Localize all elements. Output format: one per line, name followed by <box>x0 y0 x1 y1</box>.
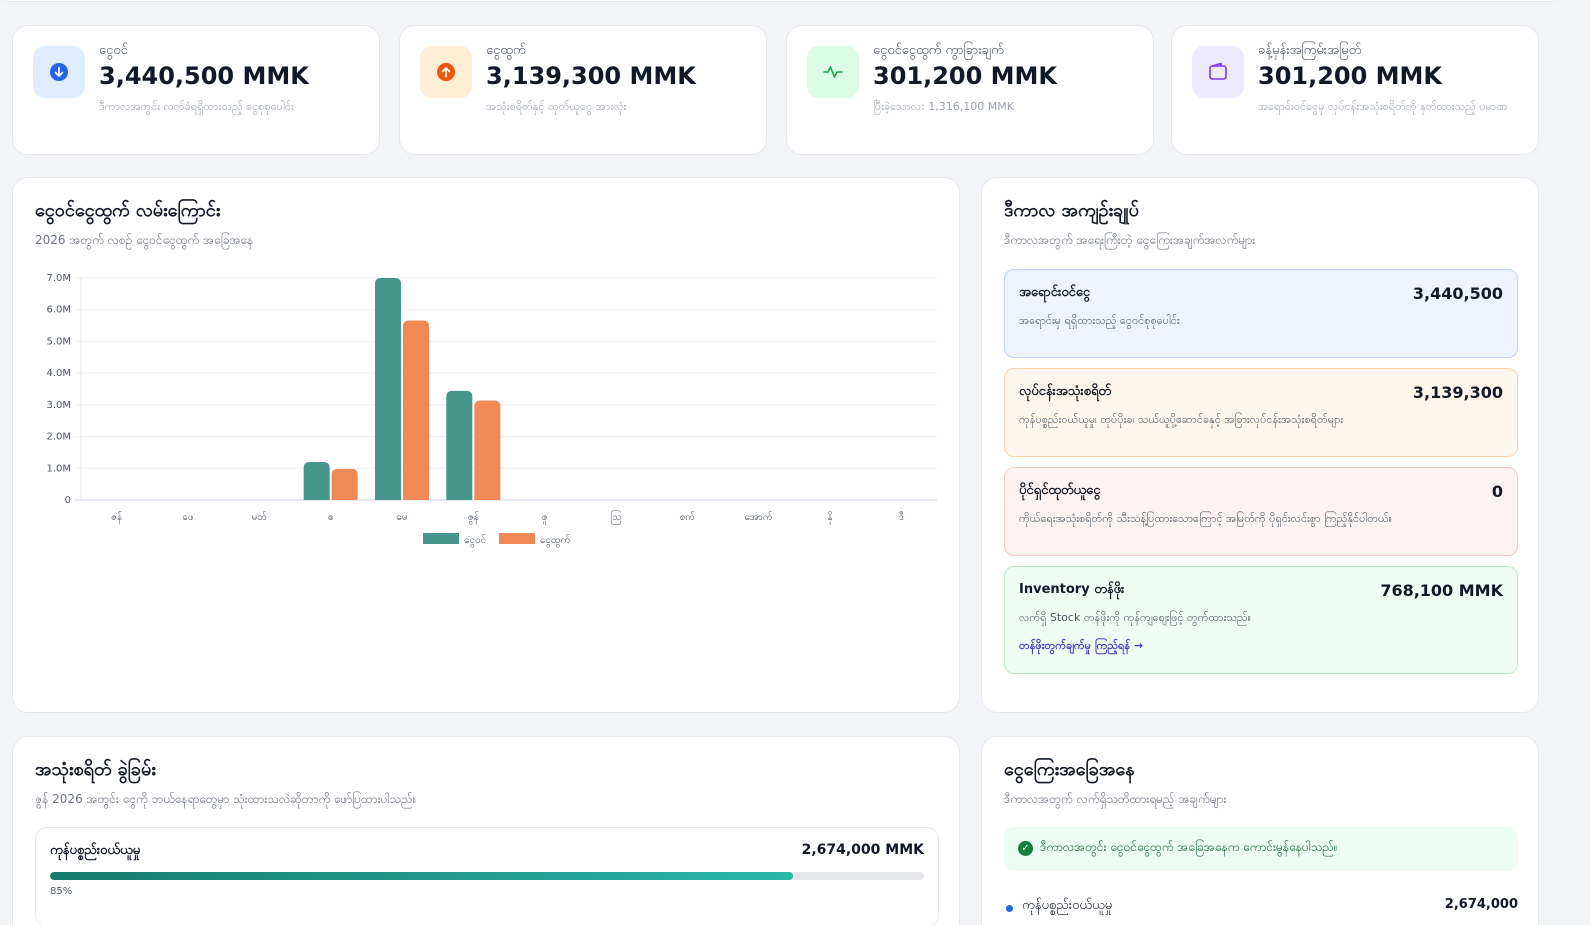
inventory-valuation-link[interactable]: တန်ဖိုးတွက်ချက်မှု ကြည့်ရန် → <box>1019 639 1144 652</box>
summary-item-desc: ကိုယ်ရေးအသုံးစရိတ်ကို သီးသန့်ပြထားသောကြေ… <box>1019 512 1392 525</box>
summary-item-business-expense: လုပ်ငန်းအသုံးစရိတ် 3,139,300 ကုန်ပစ္စည်း… <box>1004 368 1518 457</box>
y-tick-label: 1.0M <box>46 463 71 474</box>
y-tick-label: 2.0M <box>46 432 71 443</box>
activity-icon <box>807 46 859 98</box>
bar-expense <box>474 400 501 500</box>
x-tick-label: ဇန် <box>111 510 122 525</box>
finance-ok-alert: ✓ ဒီကာလအတွင်း ငွေဝင်ငွေထွက် အခြေအနေက ကော… <box>1004 827 1518 871</box>
x-tick-label: ဧ <box>328 512 334 523</box>
stat-subtext: အရောင်းဝင်ငွေမှ လုပ်ငန်းအသုံးစရိတ်ကို နု… <box>1258 100 1508 113</box>
expense-item-amount: 2,674,000 MMK <box>801 842 924 858</box>
stat-subtext: အသုံးစရိတ်နှင့် ထုတ်ယူငွေ အားလုံး <box>486 100 627 113</box>
finance-item-amount: 2,674,000 <box>1444 897 1518 912</box>
stat-value: 301,200 MMK <box>1258 62 1443 90</box>
trend-card: ငွေဝင်ငွေထွက် လမ်းကြောင်း 2026 အတွက် လစဉ… <box>12 177 960 713</box>
y-tick-label: 5.0M <box>46 336 71 347</box>
top-panel-edge <box>0 0 1560 2</box>
legend-label: ငွေဝင် <box>464 533 486 548</box>
y-tick-label: 7.0M <box>46 273 71 284</box>
summary-subtitle: ဒီကာလအတွက် အရေးကြီးတဲ့ ငွေကြေးအချက်အလက်မ… <box>1004 233 1256 247</box>
stat-label: ငွေဝင် <box>99 43 128 58</box>
finance-status-card: ငွေကြေးအခြေအနေ ဒီကာလအတွက် လက်ရှိသတိထားရမ… <box>981 736 1539 925</box>
summary-item-title: Inventory တန်ဖိုး <box>1019 582 1125 597</box>
wallet-icon <box>1192 46 1244 98</box>
finance-title: ငွေကြေးအခြေအနေ <box>1004 759 1135 780</box>
x-tick-label: ဇွန် <box>468 510 479 525</box>
y-tick-label: 3.0M <box>46 400 71 411</box>
x-tick-label: နို <box>827 510 833 525</box>
income-expense-bar-chart: 0 1.0M 2.0M 3.0M 4.0M 5.0M 6.0M 7.0M ဇန် ဖေ မတ် ဧ မေ… <box>46 273 937 548</box>
stat-value: 3,440,500 MMK <box>99 62 309 90</box>
summary-item-title: လုပ်ငန်းအသုံးစရိတ် <box>1019 384 1112 399</box>
expense-subtitle: ဇွန် 2026 အတွင်း ငွေကို ဘယ်နေရာတွေမှာ သု… <box>35 792 417 806</box>
x-tick-label: ဒီ <box>899 510 904 523</box>
trend-title: ငွေဝင်ငွေထွက် လမ်းကြောင်း <box>35 200 221 221</box>
summary-title: ဒီကာလ အကျဉ်းချုပ် <box>1004 200 1139 221</box>
bar-expense <box>403 320 429 500</box>
y-tick-label: 4.0M <box>46 368 71 379</box>
arrow-up-icon <box>420 46 472 98</box>
stat-card-net: ငွေဝင်ငွေထွက် ကွာခြားချက် 301,200 MMK ပြ… <box>786 25 1154 155</box>
finance-ok-message: ဒီကာလအတွင်း ငွေဝင်ငွေထွက် အခြေအနေက ကောင်… <box>1040 840 1338 854</box>
summary-item-owner-withdrawal: ပိုင်ရှင်ထုတ်ယူငွေ 0 ကိုယ်ရေးအသုံးစရိတ်က… <box>1004 467 1518 556</box>
summary-item-desc: လက်ရှိ Stock တန်ဖိုးကို ကုန်ကျစျေးဖြင့် … <box>1019 611 1251 624</box>
expense-item-percent: 85% <box>50 886 73 897</box>
expense-item: ကုန်ပစ္စည်းဝယ်ယူမှု 2,674,000 MMK 85% <box>35 827 939 925</box>
expense-title: အသုံးစရိတ် ခွဲခြမ်း <box>35 759 156 780</box>
x-tick-label: ဇူ <box>542 512 548 525</box>
legend-swatch <box>499 533 535 544</box>
legend-swatch <box>423 533 459 544</box>
legend-label: ငွေထွက် <box>540 533 570 548</box>
bar-income <box>303 461 330 500</box>
stat-label: ငွေထွက် <box>486 43 526 58</box>
summary-item-desc: ကုန်ပစ္စည်းဝယ်ယူမှု၊ ထုပ်ပိုးခ၊ သယ်ယူပို… <box>1019 413 1344 426</box>
summary-item-value: 3,440,500 <box>1412 284 1503 303</box>
summary-item-inventory: Inventory တန်ဖိုး 768,100 MMK လက်ရှိ Sto… <box>1004 566 1518 674</box>
x-tick-label: မတ် <box>252 510 267 523</box>
stat-label: ငွေဝင်ငွေထွက် ကွာခြားချက် <box>873 43 1004 58</box>
stat-value: 3,139,300 MMK <box>486 62 696 90</box>
bullet-dot-icon <box>1006 905 1013 912</box>
summary-card: ဒီကာလ အကျဉ်းချုပ် ဒီကာလအတွက် အရေးကြီးတဲ့… <box>981 177 1539 713</box>
summary-item-value: 0 <box>1491 482 1503 501</box>
expense-item-name: ကုန်ပစ္စည်းဝယ်ယူမှု <box>50 843 141 858</box>
stat-card-expense: ငွေထွက် 3,139,300 MMK အသုံးစရိတ်နှင့် ထု… <box>399 25 767 155</box>
stat-label: ခန့်မှန်းအကြမ်းအမြတ် <box>1258 43 1362 58</box>
stat-subtext: ပြီးခဲ့သောလ: 1,316,100 MMK <box>873 100 1014 113</box>
bar-income <box>446 390 473 500</box>
x-tick-label: ဩ <box>610 509 621 525</box>
stat-value: 301,200 MMK <box>873 62 1058 90</box>
stat-subtext: ဒီကာလအတွင်း လက်ခံရရှိထားသည့် ငွေစုစုပေါင… <box>99 100 294 113</box>
summary-item-value: 3,139,300 <box>1412 383 1503 402</box>
finance-list-item: ကုန်ပစ္စည်းဝယ်ယူမှု 2,674,000 <box>1004 895 1518 915</box>
summary-item-title: ပိုင်ရှင်ထုတ်ယူငွေ <box>1019 483 1101 498</box>
x-tick-label: ဖေ <box>182 512 193 523</box>
y-tick-label: 0 <box>65 495 71 506</box>
x-tick-label: စက် <box>680 510 695 523</box>
expense-breakdown-card: အသုံးစရိတ် ခွဲခြမ်း ဇွန် 2026 အတွင်း ငွေ… <box>12 736 960 925</box>
expense-progress-bar <box>50 872 924 880</box>
x-tick-label: အောက် <box>745 510 773 523</box>
finance-subtitle: ဒီကာလအတွက် လက်ရှိသတိထားရမည့် အချက်များ <box>1004 792 1227 806</box>
trend-subtitle: 2026 အတွက် လစဉ် ငွေဝင်ငွေထွက် အခြေအနေ <box>35 233 254 247</box>
stat-card-income: ငွေဝင် 3,440,500 MMK ဒီကာလအတွင်း လက်ခံရရ… <box>12 25 380 155</box>
stat-card-profit: ခန့်မှန်းအကြမ်းအမြတ် 301,200 MMK အရောင်း… <box>1171 25 1539 155</box>
summary-item-value: 768,100 MMK <box>1380 581 1503 600</box>
bar-income <box>375 278 401 500</box>
bar-expense <box>331 468 358 500</box>
summary-item-desc: အရောင်းမှ ရရှိထားသည့် ငွေဝင်စုစုပေါင်း <box>1019 314 1180 327</box>
x-tick-label: မေ <box>396 512 407 523</box>
summary-item-sales: အရောင်းဝင်ငွေ 3,440,500 အရောင်းမှ ရရှိထာ… <box>1004 269 1518 358</box>
y-tick-label: 6.0M <box>46 305 71 316</box>
arrow-down-icon <box>33 46 85 98</box>
check-circle-icon: ✓ <box>1018 841 1033 856</box>
expense-progress-fill <box>50 872 793 880</box>
summary-item-title: အရောင်းဝင်ငွေ <box>1019 285 1091 300</box>
finance-item-name: ကုန်ပစ္စည်းဝယ်ယူမှု <box>1022 898 1113 913</box>
